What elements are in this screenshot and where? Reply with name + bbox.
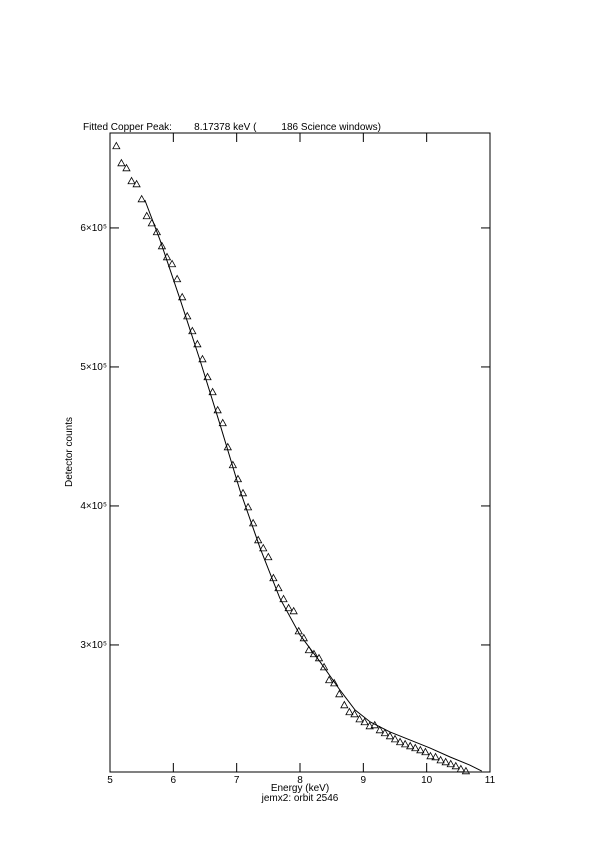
data-point	[203, 372, 212, 381]
data-point	[390, 734, 400, 743]
chart-subtitle: jemx2: orbit 2546	[261, 793, 339, 804]
data-point	[274, 583, 283, 592]
y-tick-label: 6×10⁵	[80, 223, 107, 234]
data-point	[172, 274, 182, 283]
data-point	[385, 731, 395, 740]
data-point	[406, 741, 415, 750]
data-point	[284, 603, 293, 612]
data-point	[335, 689, 344, 698]
x-tick-label: 6	[171, 775, 177, 786]
chart-title: Fitted Copper Peak: 8.17378 keV ( 186 Sc…	[83, 122, 381, 133]
y-axis-label: Detector counts	[64, 417, 75, 487]
data-point	[117, 158, 126, 167]
data-point	[122, 163, 131, 172]
data-point	[198, 354, 207, 363]
data-point	[456, 764, 466, 773]
data-point	[340, 700, 349, 709]
data-point	[330, 678, 339, 687]
y-tick-label: 4×10⁵	[80, 501, 107, 512]
data-point	[264, 552, 273, 561]
data-point	[218, 418, 227, 427]
x-tick-label: 5	[107, 775, 113, 786]
data-point	[319, 662, 329, 671]
data-point	[360, 717, 369, 726]
data-point	[436, 755, 445, 764]
data-point	[127, 176, 136, 185]
data-point	[259, 543, 268, 552]
x-tick-label: 10	[421, 775, 433, 786]
x-tick-label: 8	[297, 775, 303, 786]
data-point	[441, 757, 450, 766]
data-point	[400, 739, 410, 748]
data-point	[461, 766, 471, 775]
data-point	[345, 707, 354, 716]
data-point	[380, 728, 390, 737]
data-point	[208, 387, 217, 396]
data-point	[132, 179, 141, 188]
data-point	[309, 649, 319, 658]
data-point	[365, 721, 374, 730]
data-point	[152, 227, 162, 236]
data-point	[451, 761, 460, 770]
data-point	[411, 743, 420, 752]
y-tick-label: 3×10⁵	[80, 640, 107, 651]
data-point	[289, 606, 298, 615]
data-point	[395, 737, 405, 746]
x-axis-label: Energy (keV)	[271, 783, 329, 794]
x-tick-label: 11	[485, 775, 496, 786]
x-tick-label: 9	[361, 775, 367, 786]
data-point	[112, 141, 121, 150]
data-point	[294, 626, 303, 635]
data-point	[137, 194, 146, 203]
y-tick-label: 5×10⁵	[80, 362, 107, 373]
data-point	[375, 725, 384, 734]
data-point	[355, 714, 364, 723]
data-point	[421, 747, 430, 756]
data-point	[193, 339, 202, 348]
data-point	[178, 292, 187, 301]
data-point	[350, 709, 359, 718]
x-tick-label: 7	[234, 775, 240, 786]
data-point	[426, 751, 435, 760]
data-point	[279, 594, 288, 603]
data-point	[157, 241, 167, 250]
data-point	[431, 752, 440, 761]
data-point	[142, 211, 151, 220]
data-point	[324, 675, 334, 684]
plot-frame	[109, 132, 491, 773]
data-point	[243, 502, 253, 511]
data-point	[446, 759, 455, 768]
data-point	[167, 259, 177, 268]
data-point	[416, 745, 425, 754]
fit-line	[144, 199, 482, 772]
